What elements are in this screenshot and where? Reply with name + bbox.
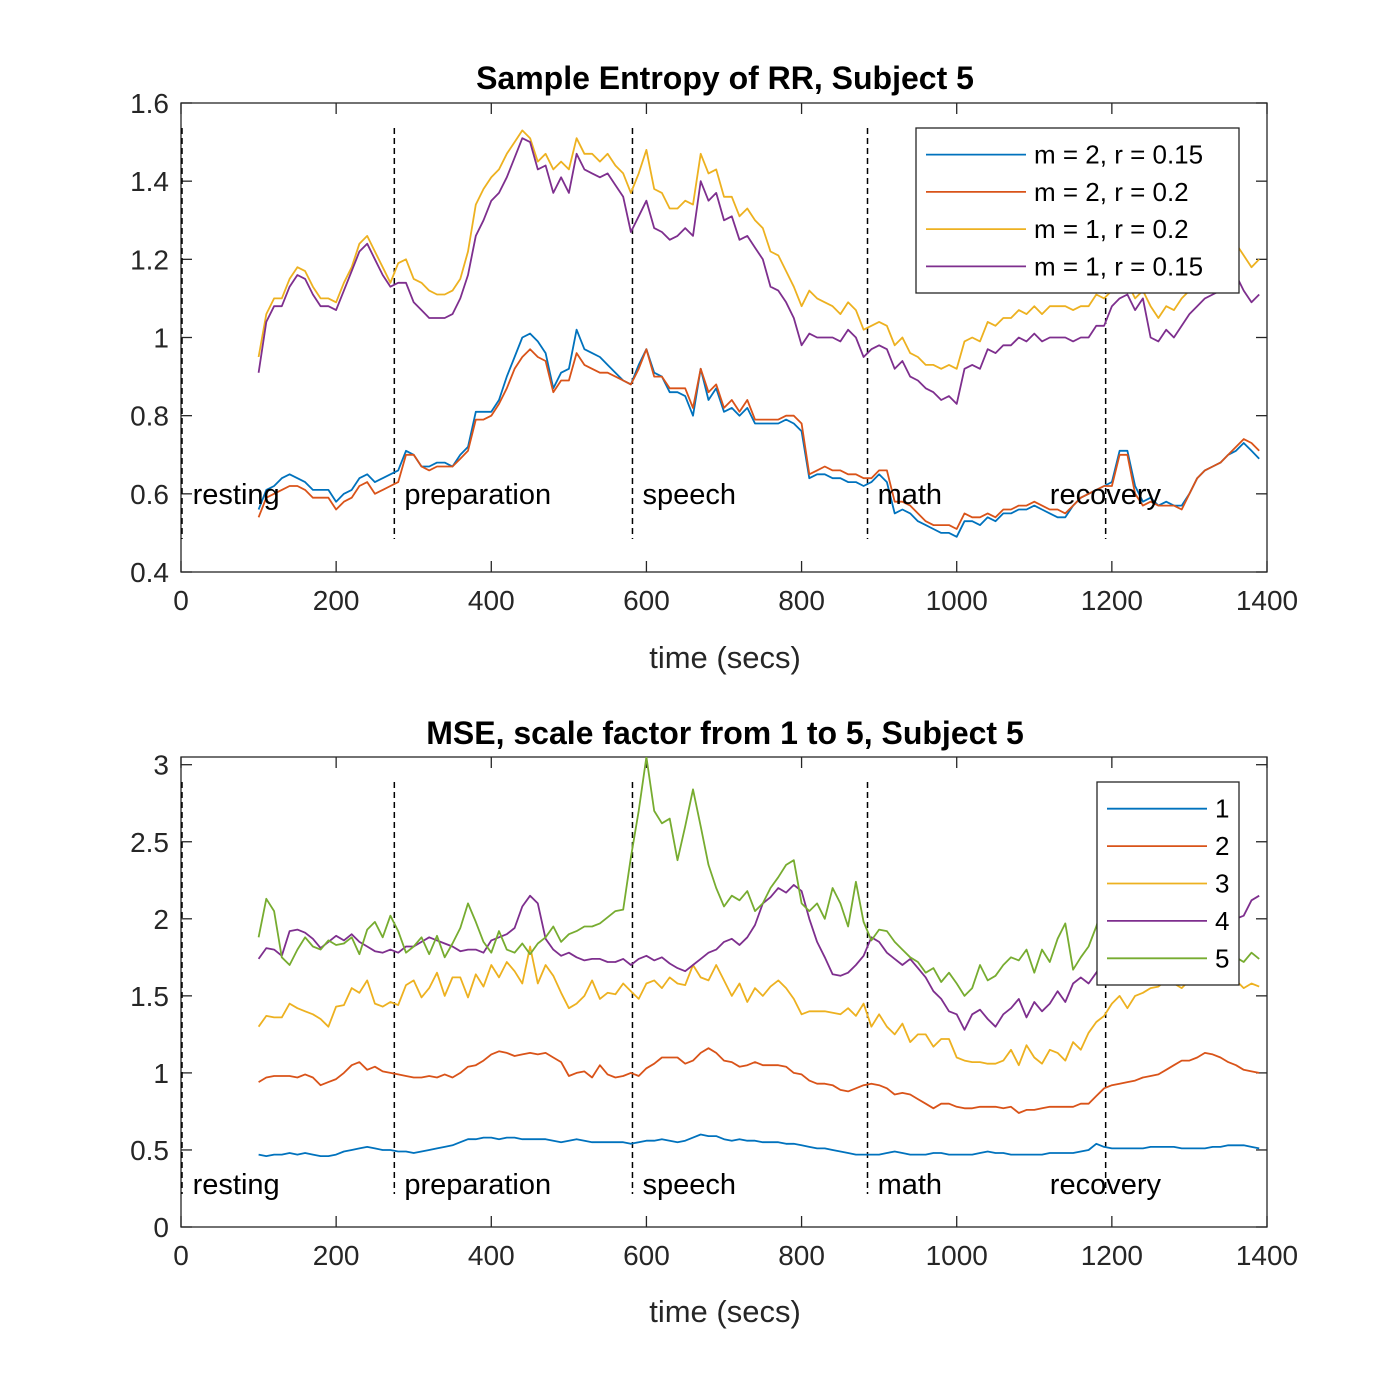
series-line-2: [258, 1047, 1260, 1114]
legend-label: 3: [1215, 869, 1229, 899]
y-tick-label: 0.5: [130, 1135, 169, 1166]
legend-label: m = 1, r = 0.2: [1034, 214, 1189, 244]
y-tick-label: 3: [153, 750, 169, 781]
series-line-1: [258, 1133, 1260, 1157]
mse-panel: MSE, scale factor from 1 to 5, Subject 5…: [130, 715, 1298, 1329]
legend: 1 2 3 4 5: [1096, 781, 1240, 986]
legend-label: 1: [1215, 794, 1229, 824]
phase-label: math: [878, 479, 942, 511]
legend-label: 2: [1215, 831, 1229, 861]
phase-label: speech: [643, 1169, 737, 1201]
series-line-3: [257, 129, 1260, 370]
y-tick-label: 1.6: [130, 88, 169, 119]
phase-label: preparation: [404, 479, 551, 511]
series-line-2: [257, 348, 1260, 530]
x-axis-label: time (secs): [649, 1294, 801, 1329]
series-line-5: [257, 757, 1260, 997]
series-line-4: [257, 884, 1260, 1031]
x-tick-label: 1200: [1081, 585, 1143, 616]
legend-label: m = 2, r = 0.15: [1034, 140, 1203, 170]
phase-label: math: [878, 1169, 942, 1201]
chart-title: MSE, scale factor from 1 to 5, Subject 5: [426, 715, 1024, 751]
sample-entropy-panel: Sample Entropy of RR, Subject 5 time (se…: [130, 60, 1298, 675]
x-tick-label: 400: [468, 585, 515, 616]
y-tick-label: 0.8: [130, 401, 169, 432]
y-tick-label: 1.5: [130, 981, 169, 1012]
y-tick-label: 0.4: [130, 557, 169, 588]
x-tick-label: 1400: [1236, 1240, 1298, 1271]
y-tick-label: 0: [153, 1212, 169, 1243]
phase-label: recovery: [1050, 479, 1162, 511]
y-tick-label: 1: [153, 323, 169, 354]
series-line-3: [257, 945, 1260, 1067]
phase-label: recovery: [1050, 1169, 1162, 1201]
x-tick-label: 1000: [926, 1240, 988, 1271]
y-tick-label: 0.6: [130, 479, 169, 510]
legend-label: 5: [1215, 943, 1229, 973]
y-tick-label: 2.5: [130, 827, 169, 858]
x-tick-label: 1200: [1081, 1240, 1143, 1271]
x-tick-label: 0: [173, 585, 189, 616]
phase-label: preparation: [404, 1169, 551, 1201]
legend-label: m = 2, r = 0.2: [1034, 177, 1189, 207]
phase-label: resting: [193, 479, 280, 511]
legend-label: 4: [1215, 906, 1229, 936]
y-tick-label: 2: [153, 904, 169, 935]
x-tick-label: 200: [313, 585, 360, 616]
x-tick-label: 800: [778, 585, 825, 616]
y-tick-label: 1.4: [130, 166, 169, 197]
series-group: [257, 129, 1260, 538]
legend-label: m = 1, r = 0.15: [1034, 251, 1203, 281]
plot-area: [180, 756, 1268, 1228]
phase-label: resting: [193, 1169, 280, 1201]
x-tick-label: 600: [623, 1240, 670, 1271]
phase-label: speech: [643, 479, 737, 511]
series-group: [257, 757, 1260, 1157]
x-axis-label: time (secs): [649, 640, 801, 675]
x-tick-label: 1000: [926, 585, 988, 616]
chart-title: Sample Entropy of RR, Subject 5: [476, 60, 974, 96]
x-tick-label: 400: [468, 1240, 515, 1271]
y-tick-label: 1.2: [130, 244, 169, 275]
x-tick-label: 1400: [1236, 585, 1298, 616]
y-tick-label: 1: [153, 1058, 169, 1089]
x-tick-label: 200: [313, 1240, 360, 1271]
legend: m = 2, r = 0.15 m = 2, r = 0.2 m = 1, r = …: [915, 127, 1240, 294]
series-line-4: [257, 137, 1260, 405]
x-tick-label: 600: [623, 585, 670, 616]
x-tick-label: 0: [173, 1240, 189, 1271]
x-tick-label: 800: [778, 1240, 825, 1271]
